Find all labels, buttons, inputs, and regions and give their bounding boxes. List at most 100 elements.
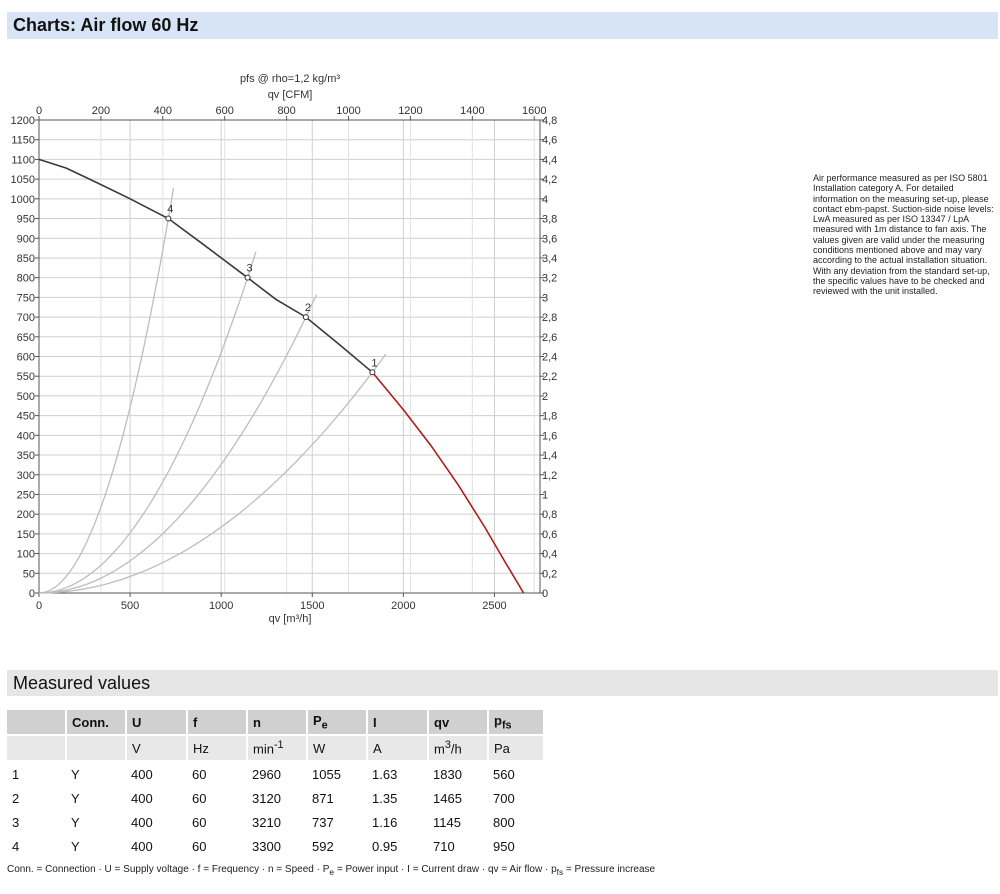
unit-cell: A [367, 735, 429, 762]
y2-tick-label: 1,2 [542, 470, 557, 482]
table-cell: 60 [192, 766, 207, 782]
table-cell: 950 [493, 838, 515, 854]
y-tick-label: 1200 [11, 115, 35, 127]
table-cell: 737 [312, 814, 334, 830]
chart-title: pfs @ rho=1,2 kg/m³ [240, 73, 340, 85]
y2-tick-label: 4,2 [542, 174, 557, 186]
header-symbol: p [494, 712, 502, 728]
table-cell: 1830 [433, 766, 462, 782]
x2-tick-label: 0 [36, 105, 42, 117]
unit-cell: m3/h [428, 735, 489, 762]
y2-tick-label: 1,8 [542, 411, 557, 423]
y2-tick-label: 3,4 [542, 253, 557, 265]
unit-superscript: -1 [273, 739, 284, 752]
unit-cell: W [307, 735, 368, 762]
y-tick-label: 750 [17, 292, 35, 304]
y2-tick-label: 2 [542, 391, 548, 403]
series-line [38, 158, 373, 373]
y-tick-label: 800 [17, 273, 35, 285]
unit-cell [66, 735, 127, 762]
table-cell: 4 [12, 838, 20, 854]
table-cell: 1145 [433, 814, 461, 830]
measured-values-title: Measured values [13, 673, 151, 693]
measured-values-header: Measured values [7, 670, 998, 696]
y2-tick-label: 3 [542, 292, 548, 304]
x2-tick-label: 1200 [398, 105, 422, 117]
header-subscript: e [321, 719, 328, 732]
table-cell: 2960 [252, 766, 281, 782]
table-cell: 1.35 [372, 790, 398, 806]
table-cell: 560 [493, 766, 515, 782]
table-row: 3 Y 400 60 3210 737 1.16 1145 800 [7, 810, 544, 834]
legend-subscript: e [329, 867, 335, 877]
y2-tick-label: 3,8 [542, 214, 557, 226]
y-tick-label: 100 [17, 549, 35, 561]
table-row: 1 Y 400 60 2960 1055 1.63 1830 560 [7, 761, 544, 786]
table-cell: 592 [312, 838, 334, 854]
x-tick-label: 0 [36, 600, 42, 612]
table-cell: Y [71, 790, 80, 806]
header-cell: I [367, 710, 429, 736]
x-tick-label: 1000 [209, 600, 233, 612]
unit-cell: Pa [488, 735, 545, 762]
x-tick-label: 2000 [391, 600, 415, 612]
operating-point-label: 2 [305, 302, 311, 314]
y2-tick-label: 0,8 [542, 509, 557, 521]
y2-tick-label: 1 [542, 489, 548, 501]
x2-axis-label: qv [CFM] [268, 89, 313, 101]
air-flow-chart: 0501001502002503003504004505005506006507… [11, 73, 558, 625]
y2-tick-label: 4,6 [542, 135, 557, 147]
measured-values-table: Conn. U f n Pe I qv pfs V Hz min-1 W A m… [7, 710, 545, 858]
table-cell: 60 [192, 838, 207, 854]
y2-tick-label: 4 [542, 194, 548, 206]
table-cell: 1.63 [372, 766, 398, 782]
x2-tick-label: 400 [154, 105, 172, 117]
table-units-row: V Hz min-1 W A m3/h Pa [7, 735, 545, 762]
legend-text: = Power input · I = Current draw · qv = … [334, 864, 557, 875]
y-tick-label: 700 [17, 312, 35, 324]
y2-tick-label: 4,4 [542, 154, 557, 166]
unit-cell: Hz [187, 735, 248, 762]
header-cell: qv [428, 710, 489, 736]
table-cell: 700 [493, 790, 515, 806]
x-tick-label: 500 [121, 600, 139, 612]
y-tick-label: 450 [17, 411, 35, 423]
x2-tick-label: 600 [216, 105, 234, 117]
operating-point-label: 4 [167, 204, 173, 216]
y2-tick-label: 2,8 [542, 312, 557, 324]
y-tick-label: 1100 [11, 154, 35, 166]
legend-text: Conn. = Connection · U = Supply voltage … [7, 864, 330, 875]
unit-cell: V [126, 735, 188, 762]
table-cell: 60 [192, 790, 207, 806]
y-tick-label: 950 [17, 214, 35, 226]
table-cell: 2 [12, 790, 20, 806]
x2-tick-label: 1600 [522, 105, 546, 117]
measurement-note: Air performance measured as per ISO 5801… [813, 173, 994, 297]
table-row: 4 Y 400 60 3300 592 0.95 710 950 [7, 834, 544, 858]
table-cell: 1055 [312, 766, 341, 782]
operating-point [302, 314, 309, 321]
x-axis-label: qv [m³/h] [269, 613, 312, 625]
table-legend: Conn. = Connection · U = Supply voltage … [7, 864, 655, 877]
y2-tick-label: 2,2 [542, 371, 557, 383]
x2-tick-label: 1400 [460, 105, 484, 117]
table-cell: 60 [192, 814, 207, 830]
table-cell: Y [71, 766, 80, 782]
header-cell: f [187, 710, 248, 736]
header-cell: n [247, 710, 308, 736]
header-cell: Conn. [66, 710, 127, 736]
x-tick-label: 2500 [482, 600, 506, 612]
y-tick-label: 50 [23, 568, 35, 580]
table-cell: 3300 [252, 838, 281, 854]
y2-tick-label: 4,8 [542, 115, 557, 127]
y-tick-label: 200 [17, 509, 35, 521]
y2-tick-label: 1,6 [542, 430, 557, 442]
table-cell: 0.95 [372, 838, 398, 854]
table-cell: 1.16 [372, 814, 398, 830]
header-subscript: fs [501, 719, 512, 732]
y-tick-label: 350 [17, 450, 35, 462]
table-cell: 3120 [252, 790, 281, 806]
y-tick-label: 650 [17, 332, 35, 344]
y2-tick-label: 3,6 [542, 233, 557, 245]
legend-text: = Pressure increase [563, 864, 656, 875]
